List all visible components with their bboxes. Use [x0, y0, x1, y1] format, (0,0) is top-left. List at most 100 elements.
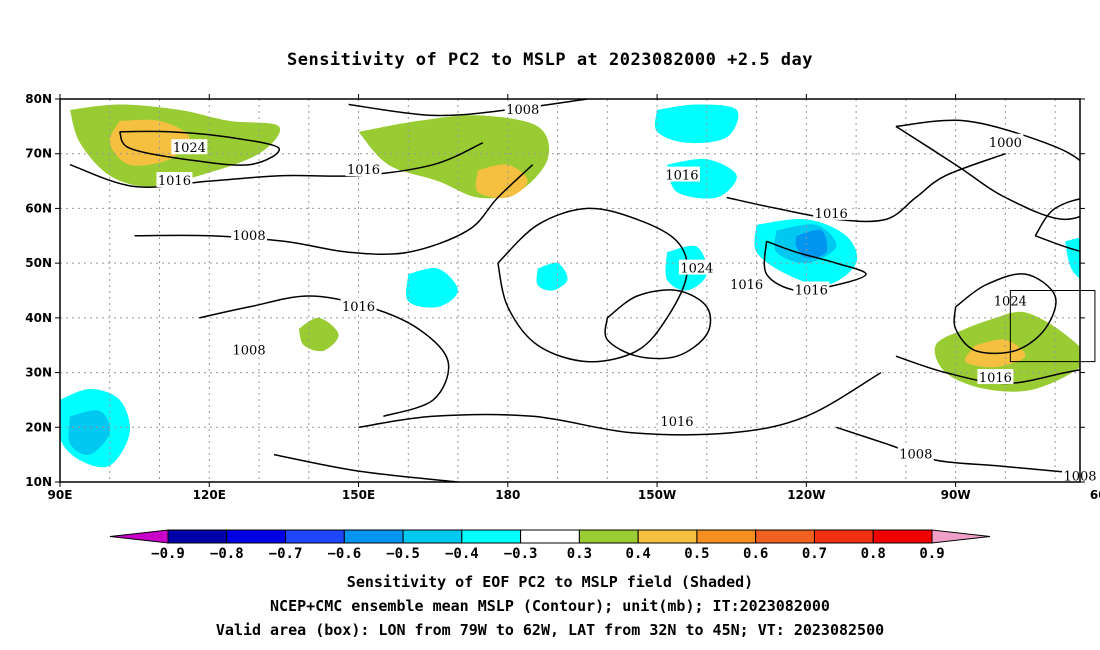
contour-label: 1016 [795, 284, 828, 299]
colorbar-swatch [226, 529, 287, 544]
contour-label: 1016 [660, 415, 693, 430]
contour-label-bg [897, 445, 934, 461]
contour-label: 1016 [979, 371, 1012, 386]
colorbar-label: 0.4 [626, 546, 651, 562]
contour-label-bg [231, 341, 268, 357]
sensitivity-shading-layer [60, 104, 1080, 468]
contour-label: 1016 [665, 169, 698, 184]
mslp-contour-line [895, 355, 1080, 385]
sensitivity-region [536, 262, 568, 291]
colorbar-label: −0.8 [210, 546, 244, 562]
contour-label-bg [340, 297, 377, 313]
lat-tick-label: 70N [25, 147, 52, 161]
lat-tick-label: 10N [25, 475, 52, 489]
colorbar-end-low [109, 529, 169, 544]
colorbar-label: −0.7 [269, 546, 303, 562]
contour-label: 1024 [680, 262, 713, 277]
colorbar-label: 0.3 [567, 546, 592, 562]
mslp-contour-layer [69, 99, 1080, 482]
colorbar-swatch [343, 529, 404, 544]
colorbar-label: −0.9 [151, 546, 185, 562]
colorbar-swatch [813, 529, 874, 544]
caption-line-1: Sensitivity of EOF PC2 to MSLP field (Sh… [346, 573, 754, 591]
contour-label-bg [793, 281, 830, 297]
mslp-contour-line [118, 130, 280, 166]
lat-tick-label: 80N [25, 92, 52, 106]
colorbar-label: 0.7 [802, 546, 827, 562]
sensitivity-region [406, 268, 458, 308]
colorbar-swatch [520, 529, 580, 544]
colorbar-label: 0.6 [743, 546, 768, 562]
contour-label-bg [813, 204, 850, 220]
mslp-contour-line [273, 453, 459, 482]
caption-line-3: Valid area (box): LON from 79W to 62W, L… [215, 621, 885, 639]
contour-label-bg [658, 412, 695, 428]
mslp-contour-line [604, 289, 712, 360]
sensitivity-region [475, 164, 528, 199]
lat-tick-label: 30N [25, 366, 52, 380]
colorbar-label: −0.6 [327, 546, 361, 562]
lat-tick-label: 20N [25, 420, 52, 434]
contour-label-bg [663, 166, 700, 182]
chart-title: Sensitivity of PC2 to MSLP at 2023082000… [286, 50, 813, 70]
mslp-contour-line [497, 207, 689, 363]
sensitivity-region [68, 410, 111, 455]
contour-label-bg [504, 100, 541, 116]
lat-tick-label: 40N [25, 311, 52, 325]
colorbar-label: −0.4 [445, 546, 479, 562]
lon-tick-label: 60W [1090, 488, 1100, 502]
lat-tick-label: 60N [25, 201, 52, 215]
colorbar-swatch [167, 529, 228, 544]
mslp-contour-line [1034, 198, 1080, 252]
mslp-contour-line [763, 240, 867, 292]
colorbar-swatch [402, 529, 463, 544]
contour-label-bg [987, 133, 1024, 149]
lon-tick-label: 120E [193, 488, 226, 502]
lon-tick-label: 150E [342, 488, 375, 502]
colorbar-swatch [696, 529, 757, 544]
contour-label: 1000 [989, 136, 1022, 151]
colorbar-label: −0.3 [504, 546, 538, 562]
contour-label-bg [678, 259, 715, 275]
mslp-contour-line [348, 99, 588, 117]
lon-tick-label: 90E [48, 488, 73, 502]
contour-label-bg [977, 369, 1014, 385]
contour-label-bg [156, 172, 193, 188]
mslp-contour-line [134, 164, 534, 256]
sensitivity-region [654, 104, 739, 144]
contour-label-bg [231, 226, 268, 242]
sensitivity-region [298, 317, 339, 352]
contour-label: 1008 [233, 344, 266, 359]
contour-label: 1008 [233, 229, 266, 244]
contour-label: 1016 [342, 300, 375, 315]
valid-area-box-layer [1009, 290, 1096, 363]
lon-tick-label: 150W [638, 488, 676, 502]
mslp-contour-line [895, 119, 1080, 221]
colorbar-label: 0.5 [684, 546, 709, 562]
lon-tick-label: 180 [495, 488, 520, 502]
valid-area-box [1009, 290, 1096, 363]
lat-lon-grid [60, 99, 1080, 482]
mslp-contour-line [726, 152, 1006, 223]
mslp-contour-line [953, 273, 1057, 355]
contour-label: 1016 [730, 278, 763, 293]
contour-label-bg [171, 139, 208, 155]
contour-label: 1016 [158, 174, 191, 189]
colorbar-swatch [461, 529, 522, 544]
contour-label: 1024 [173, 141, 206, 156]
lat-tick-label: 50N [25, 256, 52, 270]
mslp-contour-line [69, 142, 484, 188]
colorbar-swatch [578, 529, 639, 544]
colorbar-label: 0.9 [919, 546, 944, 562]
colorbar: −0.9 −0.8 −0.7 −0.6 −0.5 −0.4 −0.3 0.3 0.4 0.5 0.6… [109, 529, 991, 562]
colorbar-swatch [285, 529, 345, 544]
contour-label-layer: 1008 1024 1016 1016 1016 1000 1008 1016 1008 1024… [156, 100, 1098, 485]
contour-label: 1008 [899, 448, 932, 463]
contour-label-bg [728, 276, 765, 292]
colorbar-swatch [755, 529, 815, 544]
contour-label: 1016 [815, 207, 848, 222]
map-border [59, 98, 1081, 483]
lon-tick-label: 90W [941, 488, 971, 502]
